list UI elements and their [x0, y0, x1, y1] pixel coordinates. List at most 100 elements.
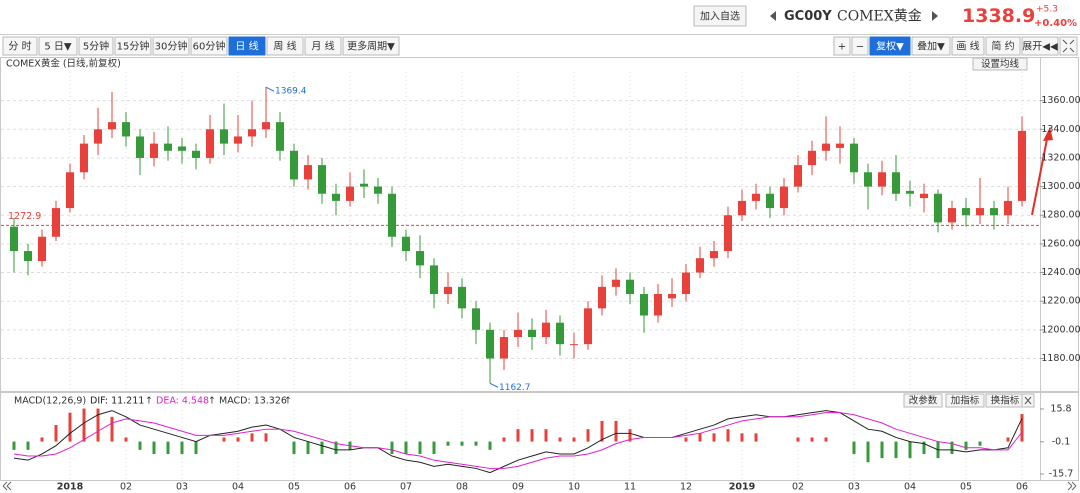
fullscreen-icon [1062, 39, 1075, 53]
candle-body [38, 236, 46, 262]
candle-body [430, 265, 438, 295]
candle-body [556, 322, 564, 345]
price: 1338.9 [962, 5, 1035, 27]
candle-body [136, 136, 144, 158]
candle-body [976, 208, 984, 216]
candle-body [514, 329, 522, 337]
price-panel [0, 57, 1079, 392]
candle-body [360, 183, 368, 187]
toolbar-button[interactable] [114, 36, 152, 56]
candle-body [668, 294, 676, 299]
x-tick-label: 07 [400, 482, 412, 493]
max-annotation: 1369.4 [275, 87, 307, 97]
candle-body [738, 200, 746, 216]
toolbar-button[interactable] [869, 36, 911, 56]
change-pct: +0.40% [1034, 18, 1077, 29]
ma-button-label: 设置均线 [981, 58, 1020, 70]
toolbar-button-label: 月 线 [311, 40, 334, 53]
toolbar-button-label: 60分钟 [193, 40, 226, 53]
y-tick-label: -15.7 [1049, 469, 1074, 480]
y-tick-label: 1300.00 [1041, 181, 1080, 192]
scroll-left[interactable] [2, 481, 12, 491]
annotation-arrow [489, 382, 499, 388]
candle-body [710, 251, 718, 259]
candle-body [878, 172, 886, 187]
candle-body [206, 129, 214, 158]
toolbar-button[interactable] [342, 36, 400, 56]
candle-body [962, 208, 970, 216]
toolbar-button[interactable] [851, 36, 869, 56]
candle-body [724, 215, 732, 252]
dif-legend: DIF: 11.211 [90, 396, 144, 407]
code: GC00Y [784, 9, 832, 24]
candle-body [864, 172, 872, 187]
toolbar-button[interactable] [2, 36, 38, 56]
indicator-button[interactable] [903, 393, 943, 408]
arrow-icon: ↑ [208, 396, 216, 407]
candle-body [220, 129, 228, 144]
y-tick-label: 1320.00 [1041, 152, 1080, 163]
toolbar-button[interactable] [228, 36, 266, 56]
indicator-button-label: 改参数 [909, 395, 938, 407]
candle-body [990, 208, 998, 216]
scroll-right[interactable] [1067, 481, 1077, 491]
change: +5.3 [1036, 5, 1058, 15]
candle-body [892, 172, 900, 194]
x-tick-label: 05 [288, 482, 300, 493]
candle-body [682, 272, 690, 295]
candle-body [766, 193, 774, 209]
toolbar-button-label: 15分钟 [117, 40, 150, 53]
toolbar-button[interactable] [1021, 36, 1059, 56]
candle-body [1004, 200, 1012, 216]
candle-body [794, 165, 802, 187]
candle-body [164, 143, 172, 151]
candle-body [640, 294, 648, 316]
ma-button[interactable] [972, 57, 1028, 71]
toolbar-button[interactable] [190, 36, 228, 56]
x-tick-label: 09 [512, 482, 524, 493]
candle-body [66, 172, 74, 209]
fullscreen-button[interactable] [1059, 36, 1078, 56]
x-tick-label: 04 [232, 482, 244, 493]
toolbar-button[interactable] [911, 36, 951, 56]
x-tick-label: 2018 [57, 482, 84, 493]
candle-body [304, 165, 312, 180]
x-tick-label: 04 [904, 482, 916, 493]
x-tick-label: 06 [1016, 482, 1028, 493]
toolbar-button-label: 更多周期▼ [347, 40, 395, 53]
candle-body [108, 122, 116, 130]
candle-body [822, 143, 830, 151]
toolbar-button[interactable] [951, 36, 985, 56]
macd-title: MACD(12,26,9) [14, 396, 86, 407]
candle-body [290, 150, 298, 180]
toolbar-button[interactable] [78, 36, 114, 56]
add-button[interactable] [693, 5, 747, 27]
candle-body [808, 150, 816, 166]
arrow-icon: ↑ [145, 396, 153, 407]
indicator-button[interactable] [945, 393, 985, 408]
toolbar-button-label: 画 线 [956, 40, 979, 53]
toolbar-button-label: 叠加▼ [917, 41, 945, 53]
toolbar: 分 时 5 日▼ 5分钟 15分钟 30分钟 60分钟日 线 周 线 月 线更多周期▼ + − 复权… [2, 36, 1078, 56]
candle-body [472, 308, 480, 330]
candle-body [248, 129, 256, 137]
toolbar-button[interactable] [304, 36, 342, 56]
candle-body [780, 186, 788, 209]
next-arrow[interactable] [932, 11, 938, 21]
dea-legend: DEA: 4.548 [156, 396, 209, 407]
x-tick-label: 03 [176, 482, 188, 493]
toolbar-button[interactable] [985, 36, 1021, 56]
y-tick-label: 1260.00 [1041, 238, 1080, 249]
toolbar-button[interactable] [152, 36, 190, 56]
toolbar-button[interactable] [38, 36, 78, 56]
toolbar-button[interactable] [833, 36, 851, 56]
prev-arrow[interactable] [770, 11, 776, 21]
candle-body [122, 122, 130, 137]
annotation-arrow [265, 86, 275, 92]
y-tick-label: 1200.00 [1041, 324, 1080, 335]
toolbar-button[interactable] [266, 36, 304, 56]
toolbar-button-label: 简 约 [991, 40, 1014, 53]
candle-body [332, 193, 340, 201]
toolbar-button-label: 5分钟 [83, 40, 109, 53]
candle-body [80, 143, 88, 173]
